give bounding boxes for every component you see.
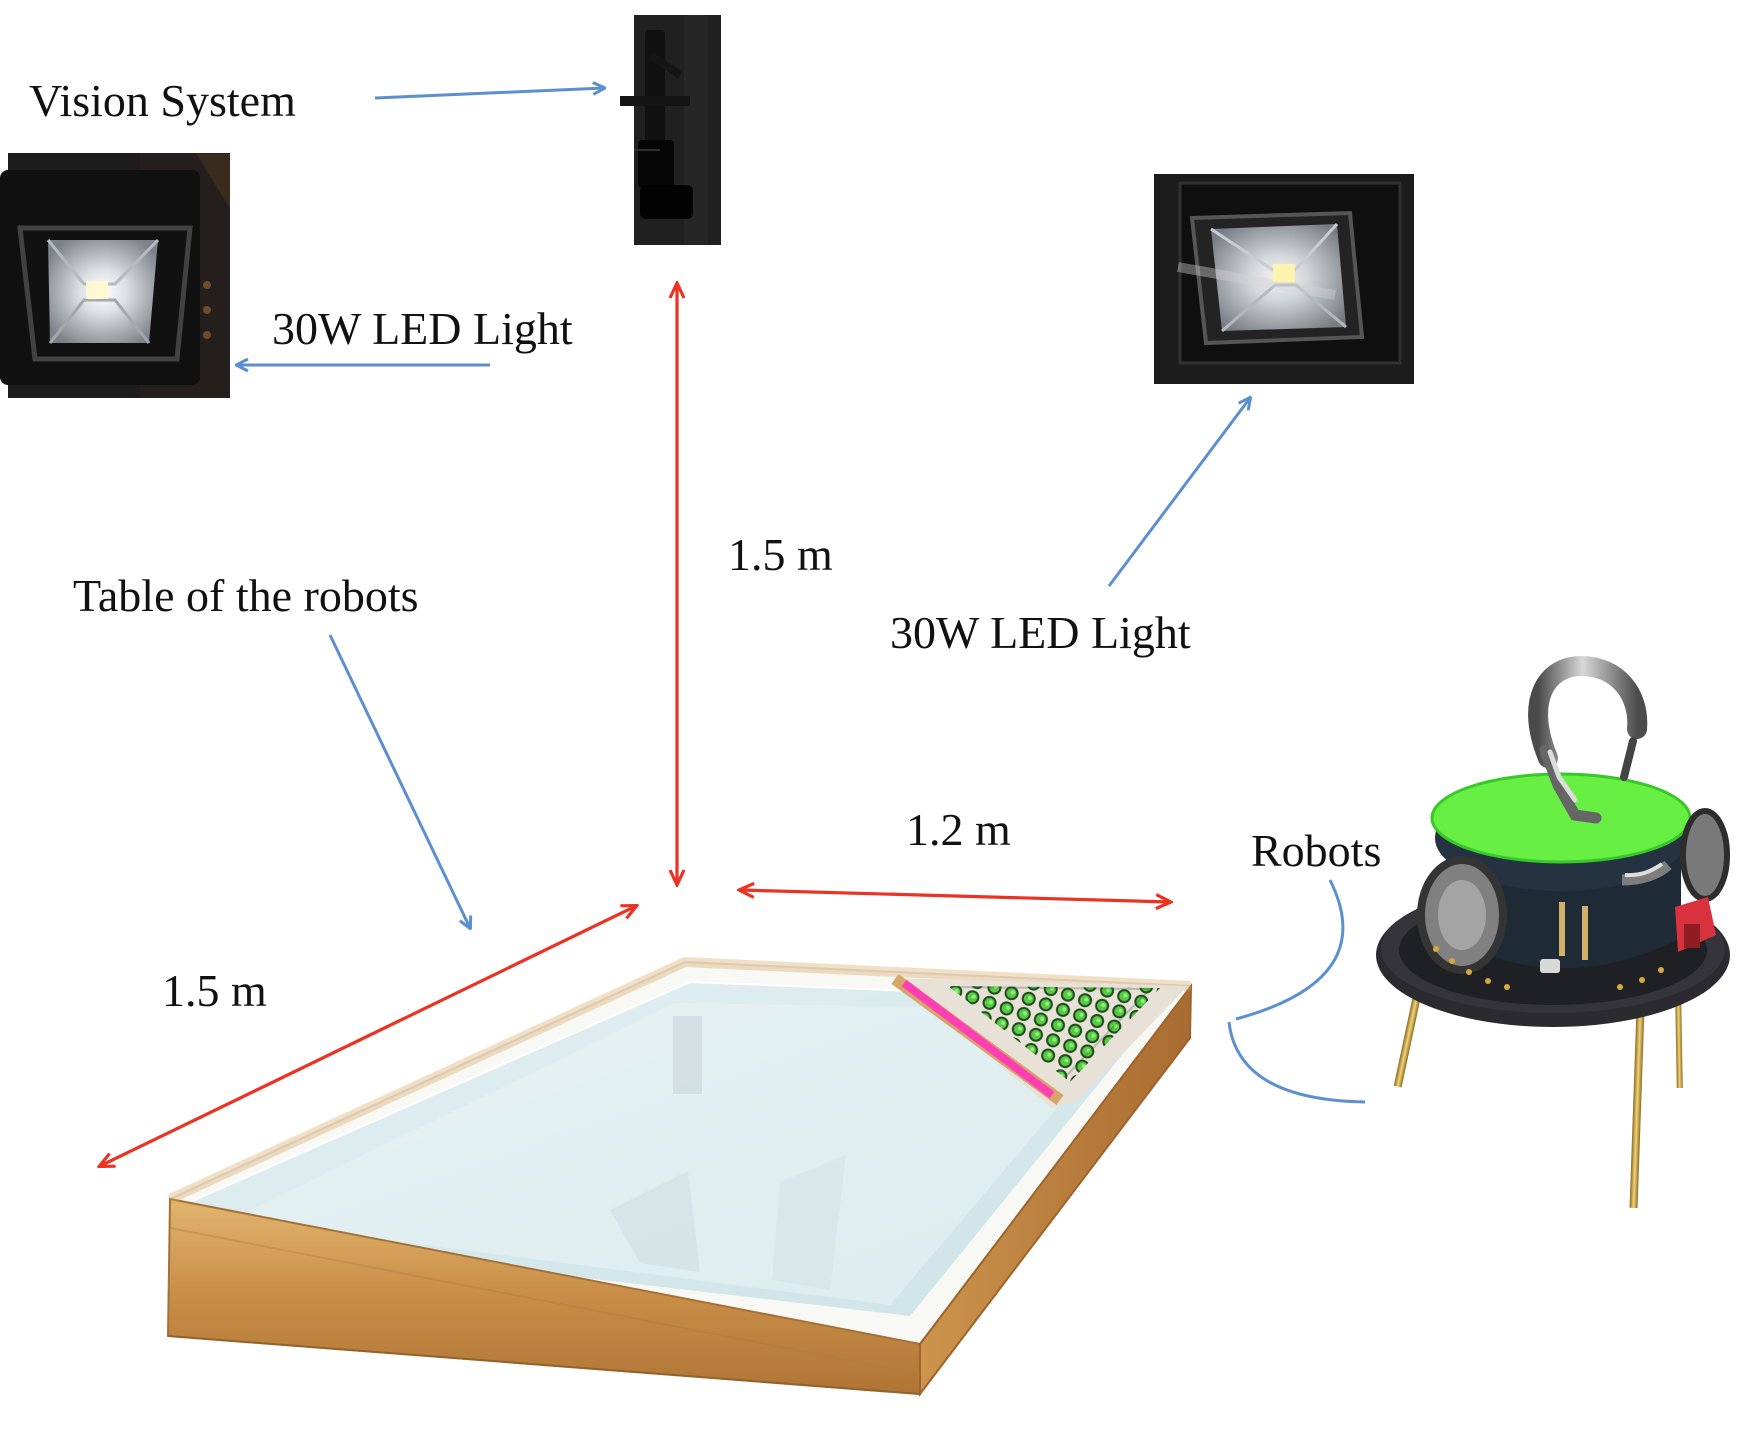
robot-image xyxy=(1376,655,1730,1209)
robots-callout-curve-top xyxy=(1235,879,1345,1021)
led-light-right-image xyxy=(1154,174,1414,384)
led-light-right-label: 30W LED Light xyxy=(890,607,1191,658)
led-light-left-image xyxy=(0,153,230,398)
vision-system-label: Vision System xyxy=(29,75,296,126)
vision-system-image xyxy=(620,15,721,245)
table-arrow xyxy=(328,634,470,928)
length-dimension-arrow xyxy=(100,906,636,1166)
callout-arrows xyxy=(237,88,1366,1104)
width-dimension-arrow xyxy=(740,890,1170,902)
width-dimension-label: 1.2 m xyxy=(906,804,1011,855)
led-right-arrow xyxy=(1107,398,1250,587)
robots-label: Robots xyxy=(1251,825,1382,876)
robot-table-image xyxy=(166,956,1193,1397)
table-of-robots-label: Table of the robots xyxy=(73,570,419,621)
height-dimension-label: 1.5 m xyxy=(728,529,833,580)
length-dimension-label: 1.5 m xyxy=(162,965,267,1016)
led-light-left-label: 30W LED Light xyxy=(272,303,573,354)
vision-system-arrow xyxy=(374,88,604,100)
robots-callout-curve-bottom xyxy=(1227,1021,1366,1104)
dimension-arrows xyxy=(100,284,1170,1166)
